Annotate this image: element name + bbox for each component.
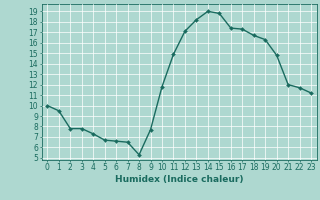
- X-axis label: Humidex (Indice chaleur): Humidex (Indice chaleur): [115, 175, 244, 184]
